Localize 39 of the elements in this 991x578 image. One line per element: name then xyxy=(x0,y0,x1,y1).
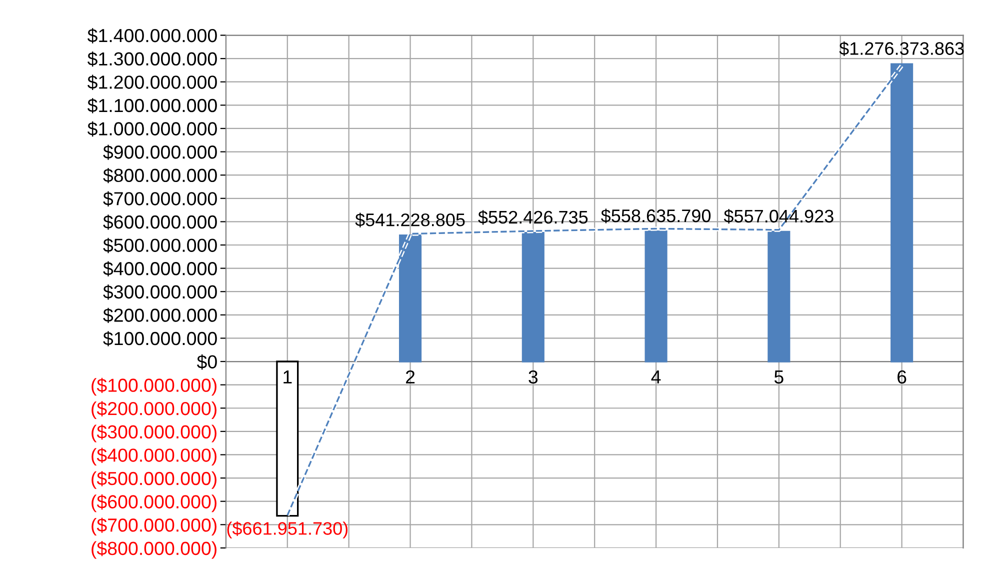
data-label: $1.276.373.863 xyxy=(839,41,964,56)
y-tick-label: ($200.000.000) xyxy=(92,401,216,419)
y-tick-label: $800.000.000 xyxy=(103,168,217,184)
data-label: ($661.951.730) xyxy=(227,521,348,538)
x-tick-label: 4 xyxy=(651,370,661,384)
y-tick-label: $1.300.000.000 xyxy=(87,51,217,67)
y-tick-label: $1.100.000.000 xyxy=(87,98,217,114)
data-label: $552.426.735 xyxy=(478,210,588,225)
bar xyxy=(768,230,790,362)
y-tick-label: ($400.000.000) xyxy=(92,448,216,466)
y-tick-label: $0 xyxy=(196,354,217,370)
x-tick-label: 3 xyxy=(528,370,538,384)
y-tick-label: $700.000.000 xyxy=(103,191,217,206)
y-tick-label: $100.000.000 xyxy=(103,331,217,346)
data-label: $541.228.805 xyxy=(355,212,465,228)
y-tick-label: $1.000.000.000 xyxy=(87,121,217,137)
bar xyxy=(398,234,422,362)
bar xyxy=(522,232,544,362)
y-tick-label: $300.000.000 xyxy=(103,284,217,300)
x-tick-label: 2 xyxy=(406,370,415,384)
y-tick-label: ($500.000.000) xyxy=(92,471,216,489)
y-tick-label: ($700.000.000) xyxy=(92,518,216,536)
y-tick-label: $900.000.000 xyxy=(103,144,217,160)
x-tick-label: 5 xyxy=(774,370,784,384)
y-tick-label: $1.200.000.000 xyxy=(87,74,217,90)
data-label: $558.635.790 xyxy=(601,208,711,224)
y-tick-label: $500.000.000 xyxy=(103,238,217,254)
y-tick-label: $1.400.000.000 xyxy=(87,28,217,44)
bar xyxy=(644,230,668,362)
y-tick-label: $200.000.000 xyxy=(103,308,217,323)
y-tick-label: ($300.000.000) xyxy=(92,424,216,442)
x-tick-label: 1 xyxy=(284,370,292,384)
data-label: $557.044.923 xyxy=(724,209,834,224)
y-tick-label: ($100.000.000) xyxy=(92,378,216,396)
x-tick-label: 6 xyxy=(898,370,906,384)
y-tick-label: ($800.000.000) xyxy=(92,541,216,559)
y-tick-label: $600.000.000 xyxy=(103,214,217,230)
y-tick-label: ($600.000.000) xyxy=(92,494,216,512)
y-tick-label: $400.000.000 xyxy=(103,261,217,276)
